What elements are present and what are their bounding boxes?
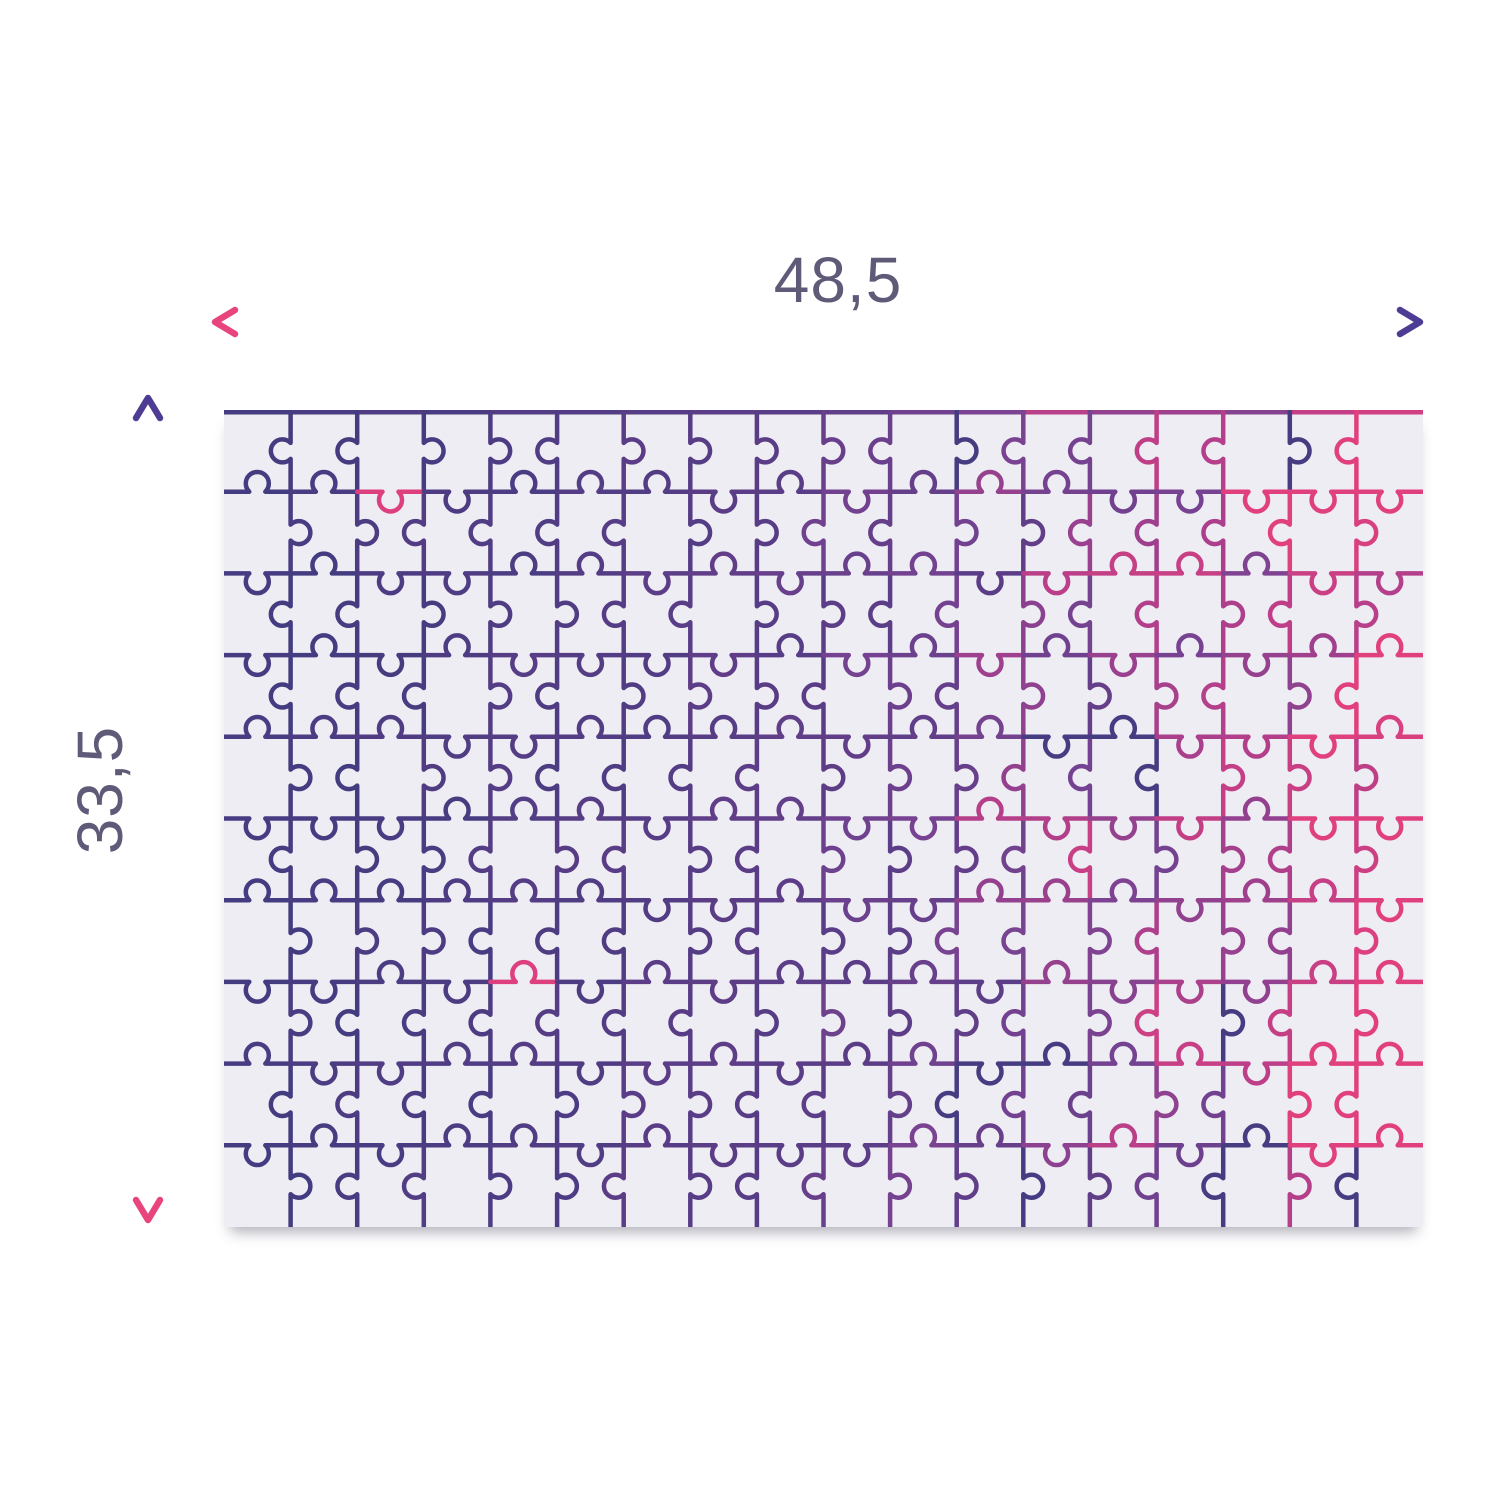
arrowhead-right-icon: [1396, 306, 1424, 338]
height-dimension-arrow: [132, 394, 164, 1224]
puzzle-grid: [224, 410, 1423, 1227]
width-dimension-arrow: [211, 306, 1424, 338]
arrowhead-up-icon: [132, 394, 164, 422]
puzzle-board: [224, 410, 1423, 1227]
arrowhead-left-icon: [211, 306, 239, 338]
arrowhead-down-icon: [132, 1196, 164, 1224]
width-dimension-label: 48,5: [773, 244, 903, 316]
